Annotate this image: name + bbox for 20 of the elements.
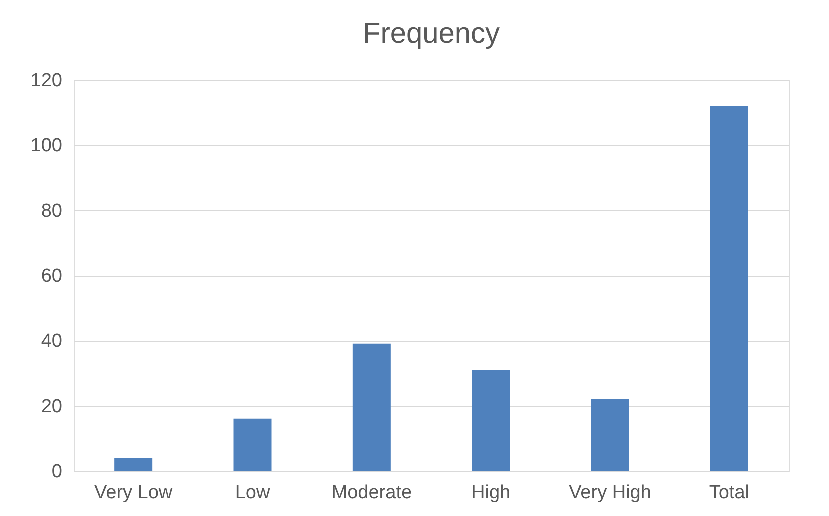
bar <box>710 106 748 471</box>
y-tick-label: 60 <box>41 266 62 287</box>
y-tick-label: 120 <box>30 70 62 92</box>
x-tick-label: Very Low <box>94 482 173 504</box>
x-tick-label: Total <box>709 482 750 504</box>
bar <box>472 370 510 471</box>
y-tick-label: 0 <box>52 462 62 482</box>
x-tick-label: Very High <box>569 482 652 504</box>
y-tick-label: 20 <box>41 396 62 418</box>
y-tick-label: 100 <box>30 136 62 157</box>
x-tick-label: Moderate <box>332 482 412 504</box>
y-tick-label: 40 <box>41 331 62 352</box>
bar <box>591 399 630 471</box>
bar <box>234 418 272 471</box>
bar <box>114 458 153 471</box>
y-tick-label: 80 <box>41 200 62 222</box>
chart-title: Frequency <box>362 18 501 50</box>
x-tick-label: High <box>472 482 511 504</box>
bar <box>352 344 391 471</box>
x-tick-label: Low <box>235 482 270 504</box>
